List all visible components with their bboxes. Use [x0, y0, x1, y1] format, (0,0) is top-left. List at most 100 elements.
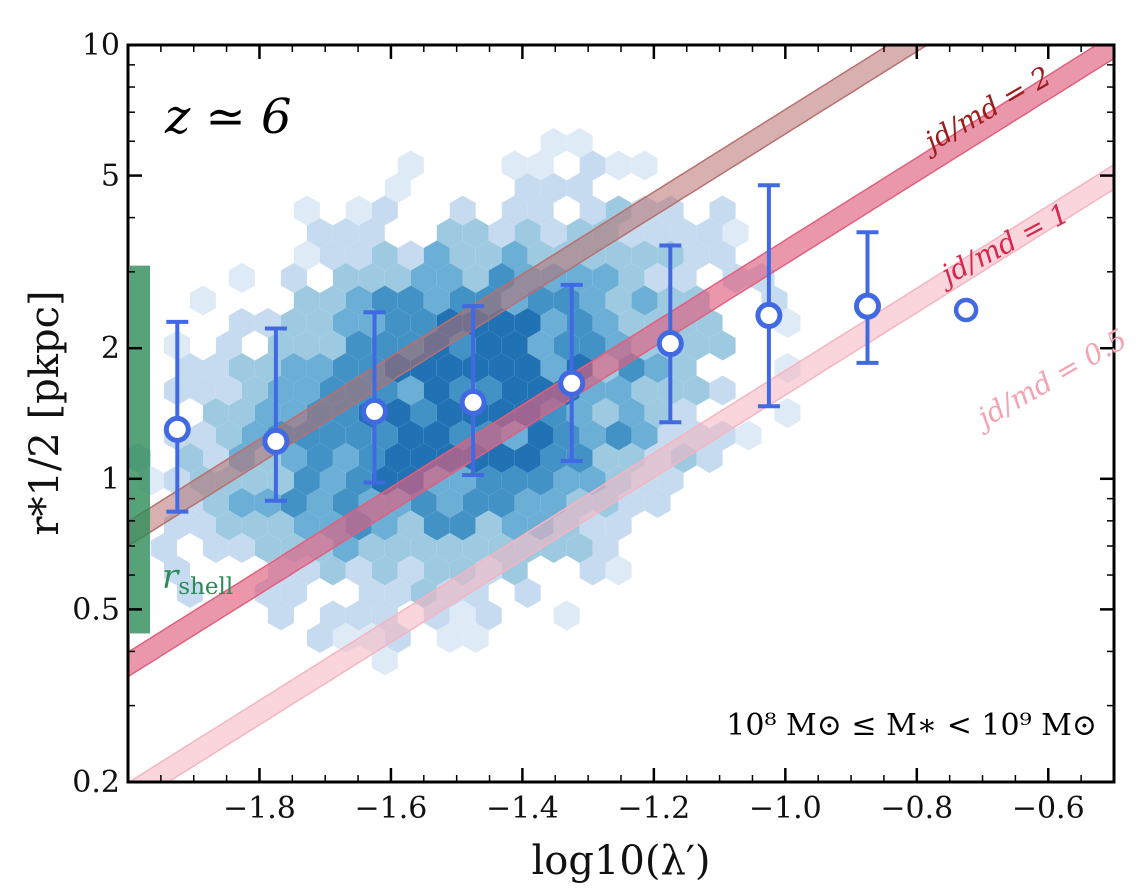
- hexbin-cell: [605, 510, 632, 541]
- hexbin-cell: [436, 353, 463, 383]
- hexbin-cell: [475, 465, 502, 496]
- hexbin-cell: [540, 308, 567, 338]
- hexbin-cell: [475, 510, 502, 541]
- hexbin-cell: [605, 420, 632, 451]
- hexbin-cell: [280, 578, 307, 608]
- hexbin-cell: [319, 465, 346, 496]
- data-point: [854, 292, 881, 320]
- hexbin-cell: [527, 285, 554, 316]
- hexbin-cell: [579, 195, 606, 226]
- hexbin-cell: [151, 533, 177, 563]
- hexbin-cell: [657, 465, 684, 496]
- hexbin-cell: [293, 330, 320, 361]
- hexbin-cell: [683, 330, 710, 361]
- hexbin-cell: [384, 263, 411, 293]
- hexbin-cell: [566, 128, 593, 158]
- axis-ticks: [128, 43, 1114, 784]
- hexbin-cell: [527, 330, 554, 361]
- hexbin-cell: [436, 218, 463, 248]
- hexbin-cell: [501, 510, 528, 541]
- hexbin-cell: [449, 465, 476, 496]
- x-tick-label: −1.8: [223, 791, 296, 826]
- hexbin-cell: [228, 533, 255, 563]
- hexbin-cell: [241, 465, 268, 496]
- hexbin-cell: [631, 240, 658, 271]
- hexbin-cell: [605, 555, 632, 586]
- rshell-bar: [130, 265, 150, 634]
- hexbin-cell: [203, 398, 229, 428]
- hexbin-cell: [371, 240, 398, 271]
- hexbin-cell: [358, 263, 385, 293]
- hexbin-cell: [514, 353, 541, 383]
- hexbin-cell: [527, 420, 554, 451]
- hexbin-cell: [423, 420, 450, 451]
- hexbin-cell: [384, 308, 411, 338]
- hexbin-cell: [436, 263, 463, 293]
- hexbin-cell: [423, 240, 450, 271]
- hexbin-cell: [501, 330, 528, 361]
- x-tick-label: −1.4: [486, 791, 559, 826]
- hexbin-cell: [774, 398, 801, 428]
- hexbin-cell: [436, 623, 463, 653]
- hexbin-cell: [228, 398, 255, 428]
- hexbin-cell: [371, 645, 398, 676]
- hexbin-cell: [423, 510, 450, 541]
- hexbin-cell: [540, 218, 567, 248]
- hexbin-cell: [709, 330, 736, 361]
- hexbin-cell: [345, 420, 372, 451]
- data-point: [558, 369, 586, 397]
- hexbin-cell: [358, 308, 385, 338]
- hexbin-cell: [397, 510, 424, 541]
- hexbin-cell: [501, 150, 528, 181]
- y-tick-label: 1: [101, 462, 120, 497]
- hexbin-cell: [332, 263, 359, 293]
- hexbin-cell: [215, 510, 242, 541]
- hexbin-cell: [164, 555, 190, 586]
- hexbin-cell: [215, 375, 242, 406]
- hexbin-cell: [345, 240, 372, 271]
- hexbin-cell: [514, 443, 541, 473]
- hexbin-cell: [280, 443, 307, 473]
- hexbin-cell: [462, 218, 489, 248]
- hexbin-cell: [579, 330, 606, 361]
- hexbin-cell: [267, 600, 294, 631]
- hexbin-cell: [228, 353, 255, 383]
- hexbin-cell: [670, 353, 697, 383]
- hexbin-cell: [631, 420, 658, 451]
- hexbin-cell: [293, 510, 320, 541]
- band-jd/md=0.5: [128, 163, 1114, 782]
- hexbin-cell: [488, 218, 515, 248]
- hexbin-cell: [514, 488, 541, 518]
- hexbin-cell: [332, 353, 359, 383]
- hexbin-cell: [618, 263, 645, 293]
- hexbin-cell: [371, 420, 398, 451]
- hexbin-cell: [475, 330, 502, 361]
- hexbin-cell: [501, 195, 528, 226]
- hexbin-cell: [462, 263, 489, 293]
- hexbin-cell: [293, 465, 320, 496]
- hexbin-cell: [345, 195, 372, 226]
- hexbin-cell: [423, 285, 450, 316]
- hexbin-cell: [540, 488, 567, 518]
- hexbin-cell: [436, 488, 463, 518]
- hexbin-cell: [358, 218, 385, 248]
- x-axis-title: log10(λ′): [531, 838, 710, 884]
- hexbin-cell: [605, 285, 632, 316]
- x-tick-label: −0.8: [880, 791, 953, 826]
- hexbin-cell: [410, 263, 437, 293]
- y-tick-label: 2: [101, 331, 120, 366]
- hexbin-cell: [449, 510, 476, 541]
- hexbin-cell: [462, 533, 489, 563]
- hexbin-cell: [449, 600, 476, 631]
- hexbin-cell: [540, 443, 567, 473]
- hexbin-cell: [540, 128, 567, 158]
- hexbin-cell: [203, 533, 229, 563]
- x-tick-label: −0.6: [1012, 791, 1085, 826]
- hexbin-cell: [267, 510, 294, 541]
- hexbin-cell: [319, 240, 346, 271]
- band-jd/md=1: [128, 45, 1114, 678]
- hexbin-cell: [514, 308, 541, 338]
- hexbin-cell: [462, 488, 489, 518]
- hexbin-cell: [527, 465, 554, 496]
